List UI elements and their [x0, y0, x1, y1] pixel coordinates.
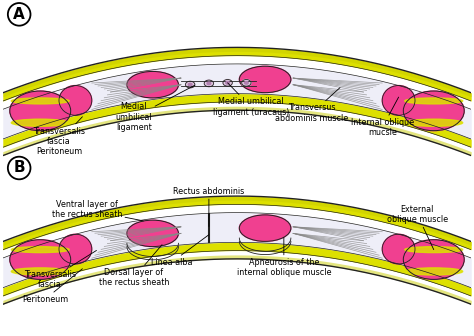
- Ellipse shape: [11, 247, 69, 253]
- Text: External
oblique muscle: External oblique muscle: [387, 205, 448, 250]
- Circle shape: [226, 82, 229, 84]
- Text: A: A: [13, 7, 25, 22]
- Ellipse shape: [239, 215, 291, 241]
- Ellipse shape: [11, 98, 69, 104]
- Text: Medial umbilical
ligament (uracaus): Medial umbilical ligament (uracaus): [213, 83, 289, 117]
- Ellipse shape: [382, 234, 415, 264]
- Ellipse shape: [10, 91, 71, 131]
- Ellipse shape: [405, 247, 463, 253]
- Text: Apneurosis of the
internal oblique muscle: Apneurosis of the internal oblique muscl…: [237, 238, 331, 277]
- Ellipse shape: [405, 268, 463, 275]
- Ellipse shape: [127, 220, 178, 247]
- Ellipse shape: [59, 86, 92, 115]
- Text: B: B: [13, 161, 25, 175]
- Ellipse shape: [59, 234, 92, 264]
- Ellipse shape: [403, 240, 464, 279]
- Circle shape: [223, 80, 232, 86]
- Circle shape: [185, 81, 195, 88]
- Text: Internal oblique
mucsle: Internal oblique mucsle: [351, 97, 414, 137]
- Text: Ventral layer of
the rectus sheath: Ventral layer of the rectus sheath: [52, 200, 143, 221]
- Ellipse shape: [382, 86, 415, 115]
- Ellipse shape: [405, 98, 463, 104]
- Text: Rectus abdominis: Rectus abdominis: [173, 187, 245, 226]
- Circle shape: [188, 83, 192, 86]
- Text: Dorsal layer of
the rectus sheath: Dorsal layer of the rectus sheath: [99, 245, 169, 287]
- Ellipse shape: [405, 119, 463, 126]
- Ellipse shape: [239, 66, 291, 93]
- Circle shape: [245, 82, 248, 84]
- Circle shape: [204, 80, 214, 87]
- Text: Transversalis
fascia: Transversalis fascia: [24, 250, 97, 289]
- Ellipse shape: [11, 119, 69, 126]
- Circle shape: [242, 80, 251, 86]
- Text: Transversalis
fascia
Peritoneum: Transversalis fascia Peritoneum: [33, 117, 85, 157]
- Text: Peritoneum: Peritoneum: [22, 269, 82, 304]
- Ellipse shape: [127, 72, 178, 98]
- Circle shape: [207, 82, 211, 85]
- Ellipse shape: [403, 91, 464, 131]
- Text: Medial
umbilical
ligament: Medial umbilical ligament: [116, 85, 195, 132]
- Text: Transversus
abdominis muscle: Transversus abdominis muscle: [275, 88, 348, 123]
- Text: Linea alba: Linea alba: [151, 235, 209, 267]
- Ellipse shape: [10, 240, 71, 279]
- Ellipse shape: [11, 268, 69, 275]
